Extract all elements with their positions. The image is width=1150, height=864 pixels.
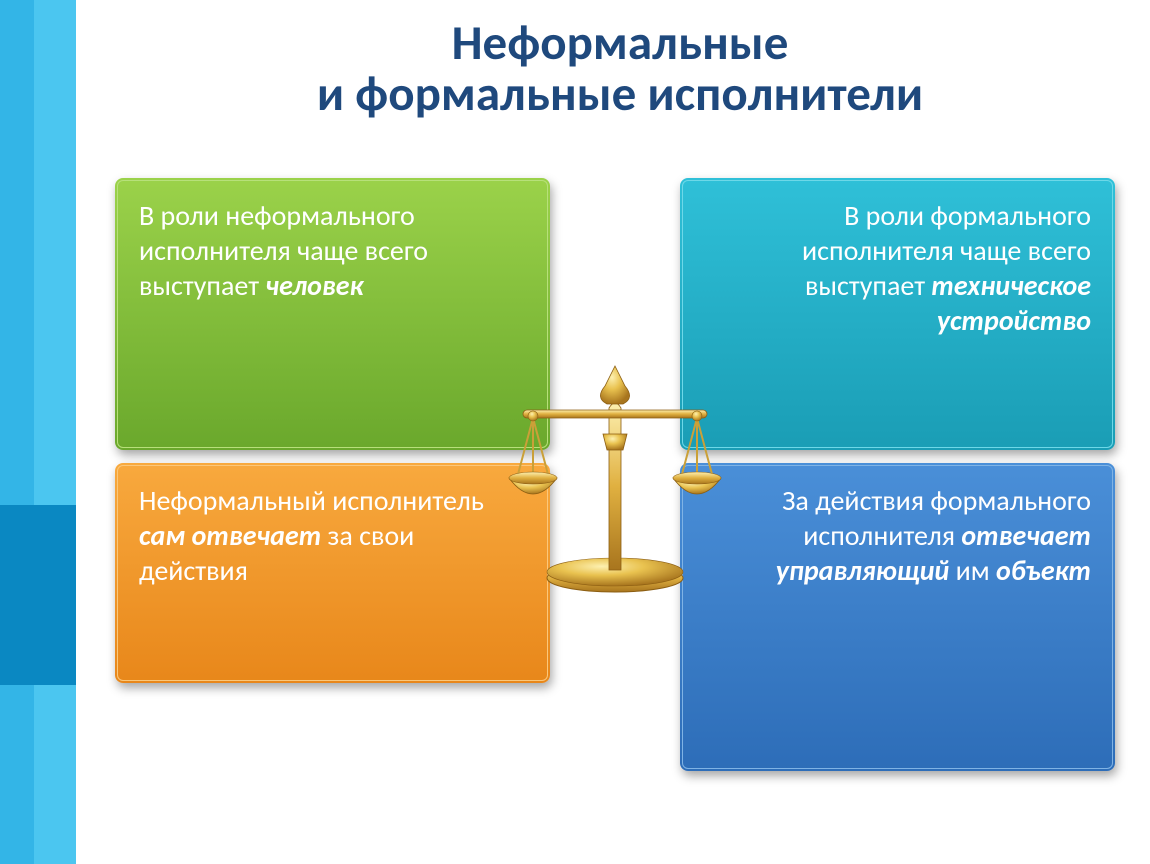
quadrant-container: В роли неформального исполнителя чаще вс…	[115, 178, 1115, 772]
card-emphasis: техническое устройство	[931, 268, 1091, 338]
card-informal-role: В роли неформального исполнителя чаще вс…	[115, 178, 550, 450]
card-text: им	[949, 553, 996, 588]
sidebar-stripe-outer	[0, 0, 34, 864]
title-line-2: и формальные исполнители	[317, 64, 923, 124]
sidebar-stripe-inner	[34, 0, 76, 864]
card-emphasis: объект	[996, 553, 1091, 588]
card-formal-responsibility: За действия формального исполнителя отве…	[680, 463, 1115, 771]
sidebar-accent-block	[0, 505, 76, 685]
card-informal-responsibility: Неформальный исполнитель сам отвечает за…	[115, 463, 550, 683]
card-text: Неформальный исполнитель	[139, 483, 484, 518]
card-emphasis: сам отвечает	[139, 518, 321, 553]
card-formal-role: В роли формального исполнителя чаще всег…	[680, 178, 1115, 450]
card-emphasis: человек	[265, 268, 363, 303]
slide-title: Неформальные и формальные исполнители	[100, 18, 1140, 121]
